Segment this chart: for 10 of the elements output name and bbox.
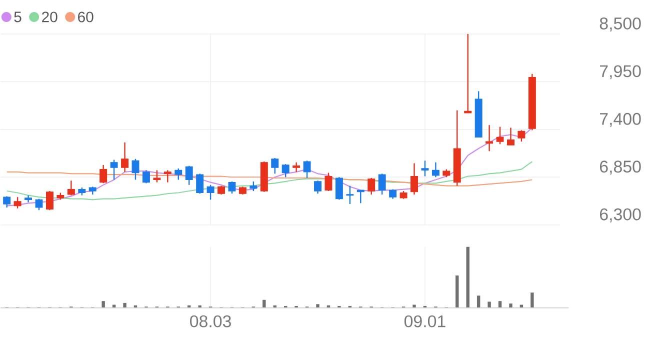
- y-tick-label: 8,500: [600, 18, 641, 32]
- legend-label: 60: [78, 12, 94, 22]
- y-tick-label: 7,950: [600, 65, 641, 80]
- y-tick-label: 7,400: [600, 113, 641, 128]
- x-tick-label: 08.03: [190, 315, 231, 328]
- y-tick-label: 6,850: [600, 160, 641, 175]
- legend-label: 20: [42, 12, 58, 22]
- x-tick-label: 09.01: [404, 315, 446, 328]
- y-tick-label: 6,300: [600, 208, 641, 222]
- legend-label: 5: [14, 12, 22, 22]
